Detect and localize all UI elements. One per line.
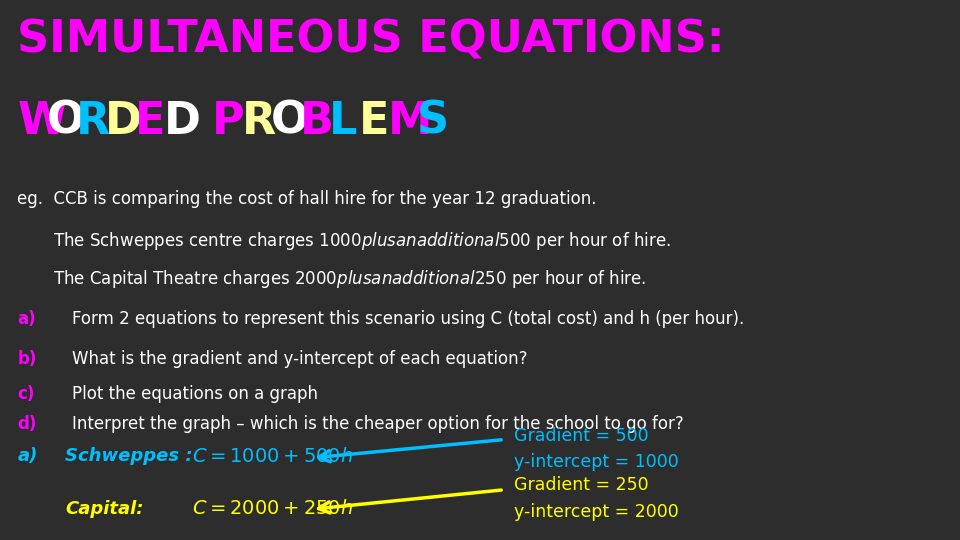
Text: R: R xyxy=(242,100,276,143)
Text: b): b) xyxy=(17,350,36,368)
Text: c): c) xyxy=(17,385,35,403)
Text: E: E xyxy=(134,100,165,143)
Text: E: E xyxy=(358,100,389,143)
Text: B: B xyxy=(300,100,334,143)
Text: W: W xyxy=(17,100,66,143)
Text: SIMULTANEOUS EQUATIONS:: SIMULTANEOUS EQUATIONS: xyxy=(17,19,725,62)
Text: D: D xyxy=(163,100,201,143)
Text: Form 2 equations to represent this scenario using C (total cost) and h (per hour: Form 2 equations to represent this scena… xyxy=(72,310,744,328)
Text: What is the gradient and y-intercept of each equation?: What is the gradient and y-intercept of … xyxy=(72,350,527,368)
Text: d): d) xyxy=(17,415,36,433)
Text: Plot the equations on a graph: Plot the equations on a graph xyxy=(72,385,318,403)
Text: P: P xyxy=(212,100,245,143)
Text: a): a) xyxy=(17,447,37,465)
Text: Schweppes :: Schweppes : xyxy=(65,447,193,465)
Text: O: O xyxy=(46,100,84,143)
Text: Interpret the graph – which is the cheaper option for the school to go for?: Interpret the graph – which is the cheap… xyxy=(72,415,684,433)
Text: y-intercept = 2000: y-intercept = 2000 xyxy=(514,503,679,521)
Text: $C = 1000 + 500h$: $C = 1000 + 500h$ xyxy=(192,447,353,466)
Text: M: M xyxy=(388,100,432,143)
Text: L: L xyxy=(329,100,358,143)
Text: R: R xyxy=(76,100,110,143)
Text: Gradient = 500: Gradient = 500 xyxy=(514,427,648,444)
Text: Gradient = 250: Gradient = 250 xyxy=(514,476,648,494)
Text: Capital:: Capital: xyxy=(65,500,144,517)
Text: $C = 2000 + 250h$: $C = 2000 + 250h$ xyxy=(192,500,353,518)
Text: The Capital Theatre charges $2000 plus an additional $250 per hour of hire.: The Capital Theatre charges $2000 plus a… xyxy=(53,268,646,290)
Text: The Schweppes centre charges $1000 plus an additional $500 per hour of hire.: The Schweppes centre charges $1000 plus … xyxy=(53,230,671,252)
Text: O: O xyxy=(271,100,308,143)
Text: eg.  CCB is comparing the cost of hall hire for the year 12 graduation.: eg. CCB is comparing the cost of hall hi… xyxy=(17,190,597,208)
Text: a): a) xyxy=(17,310,36,328)
Text: y-intercept = 1000: y-intercept = 1000 xyxy=(514,453,679,470)
Text: D: D xyxy=(106,100,142,143)
Text: S: S xyxy=(417,100,449,143)
